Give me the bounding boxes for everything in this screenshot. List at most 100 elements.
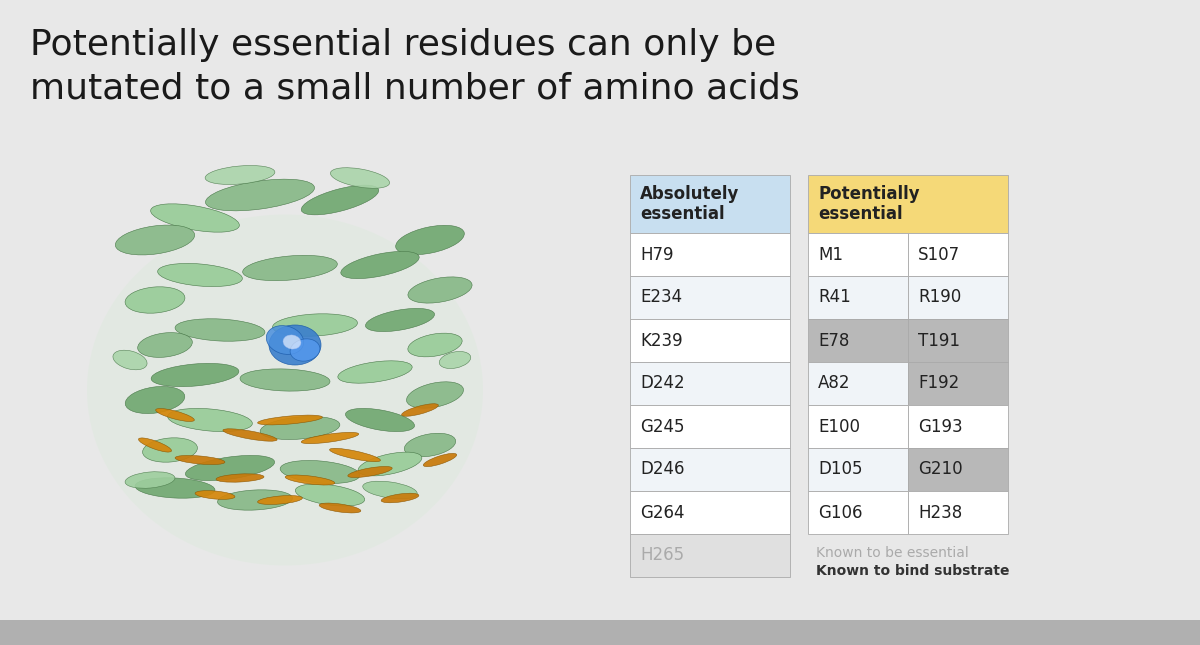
Ellipse shape	[319, 503, 361, 513]
Ellipse shape	[156, 408, 194, 421]
Ellipse shape	[88, 215, 482, 566]
Text: H79: H79	[640, 246, 673, 264]
Bar	[808, 491, 908, 534]
Ellipse shape	[143, 438, 198, 462]
Bar	[908, 233, 1008, 276]
Ellipse shape	[175, 455, 224, 464]
Ellipse shape	[366, 308, 434, 332]
Bar	[630, 362, 790, 405]
Ellipse shape	[113, 350, 148, 370]
Bar	[630, 534, 790, 577]
Ellipse shape	[125, 471, 175, 488]
Text: F192: F192	[918, 375, 959, 393]
Ellipse shape	[175, 319, 265, 341]
Ellipse shape	[301, 432, 359, 444]
Text: Known to bind substrate: Known to bind substrate	[816, 564, 1009, 578]
Text: Known to be essential: Known to be essential	[816, 546, 968, 560]
Ellipse shape	[223, 429, 277, 441]
Ellipse shape	[280, 461, 360, 484]
Bar	[808, 405, 908, 448]
Text: Potentially essential residues can only be
mutated to a small number of amino ac: Potentially essential residues can only …	[30, 28, 799, 105]
Ellipse shape	[205, 179, 314, 211]
Ellipse shape	[216, 474, 264, 482]
Ellipse shape	[283, 335, 301, 349]
Text: E100: E100	[818, 417, 860, 435]
Text: G264: G264	[640, 504, 684, 522]
Bar	[808, 362, 908, 405]
Text: A82: A82	[818, 375, 851, 393]
Ellipse shape	[346, 408, 414, 432]
Text: H265: H265	[640, 546, 684, 564]
Ellipse shape	[382, 493, 419, 502]
Ellipse shape	[404, 433, 456, 457]
Ellipse shape	[330, 448, 380, 462]
Text: G210: G210	[918, 461, 962, 479]
Ellipse shape	[266, 326, 304, 354]
Text: T191: T191	[918, 332, 960, 350]
Bar	[908, 276, 1008, 319]
Text: G193: G193	[918, 417, 962, 435]
Ellipse shape	[362, 481, 418, 499]
Text: E234: E234	[640, 288, 682, 306]
Ellipse shape	[258, 495, 302, 504]
Ellipse shape	[348, 466, 392, 477]
Bar	[630, 405, 790, 448]
Ellipse shape	[115, 225, 194, 255]
Ellipse shape	[290, 339, 320, 361]
Bar	[630, 175, 790, 233]
Bar	[630, 491, 790, 534]
Bar	[808, 319, 908, 362]
Ellipse shape	[240, 369, 330, 391]
Ellipse shape	[439, 352, 470, 368]
Text: Potentially
essential: Potentially essential	[818, 184, 919, 223]
Text: G245: G245	[640, 417, 684, 435]
Bar	[808, 175, 1008, 233]
Text: H238: H238	[918, 504, 962, 522]
Bar	[908, 319, 1008, 362]
Bar	[630, 233, 790, 276]
Ellipse shape	[424, 453, 457, 466]
Text: S107: S107	[918, 246, 960, 264]
Bar	[908, 405, 1008, 448]
Text: R41: R41	[818, 288, 851, 306]
Ellipse shape	[269, 325, 322, 365]
Bar	[908, 362, 1008, 405]
Text: K239: K239	[640, 332, 683, 350]
Ellipse shape	[295, 484, 365, 506]
Ellipse shape	[157, 263, 242, 286]
Bar	[630, 276, 790, 319]
Ellipse shape	[286, 475, 335, 485]
Ellipse shape	[407, 382, 463, 408]
Bar	[808, 233, 908, 276]
Ellipse shape	[402, 404, 438, 416]
Text: Absolutely
essential: Absolutely essential	[640, 184, 739, 223]
Ellipse shape	[408, 277, 472, 303]
Ellipse shape	[186, 455, 275, 481]
Ellipse shape	[125, 386, 185, 413]
Text: D105: D105	[818, 461, 863, 479]
Text: E78: E78	[818, 332, 850, 350]
Bar	[0, 620, 1200, 645]
Bar	[808, 448, 908, 491]
Ellipse shape	[338, 361, 412, 383]
Ellipse shape	[125, 287, 185, 313]
Ellipse shape	[138, 333, 192, 357]
Bar	[630, 448, 790, 491]
Text: D246: D246	[640, 461, 684, 479]
Text: G106: G106	[818, 504, 863, 522]
Ellipse shape	[258, 415, 323, 425]
Ellipse shape	[301, 185, 379, 215]
Ellipse shape	[358, 452, 422, 476]
Bar	[630, 319, 790, 362]
Ellipse shape	[151, 204, 239, 232]
Ellipse shape	[242, 255, 337, 281]
Ellipse shape	[168, 408, 252, 432]
Ellipse shape	[341, 252, 419, 279]
Text: R190: R190	[918, 288, 961, 306]
Ellipse shape	[408, 333, 462, 357]
Ellipse shape	[151, 363, 239, 386]
Text: D242: D242	[640, 375, 685, 393]
Ellipse shape	[396, 225, 464, 255]
Ellipse shape	[260, 417, 340, 439]
Text: M1: M1	[818, 246, 842, 264]
